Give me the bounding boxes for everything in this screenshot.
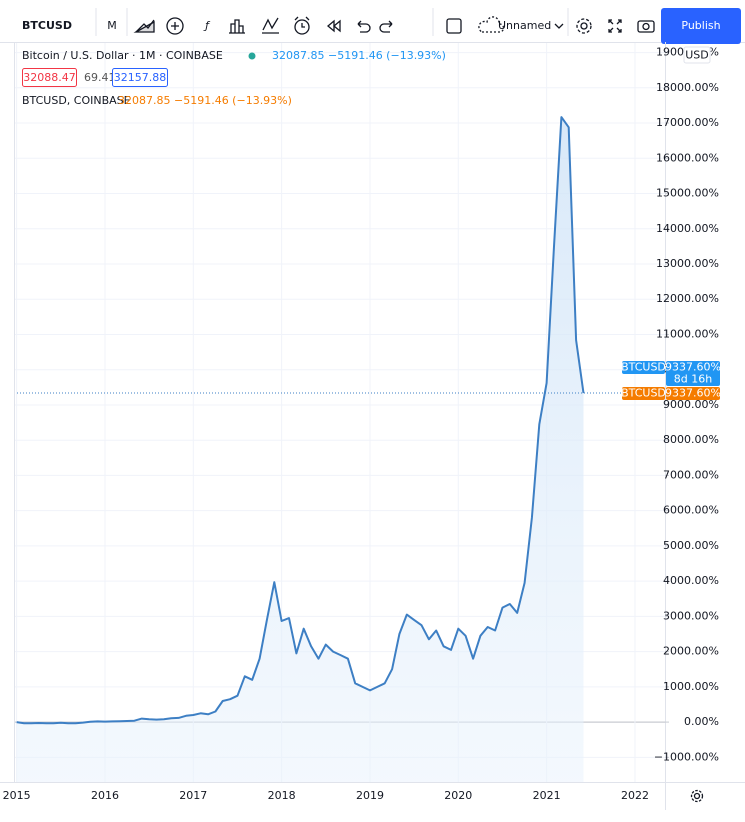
area: [16, 117, 584, 782]
redo-button[interactable]: [379, 20, 393, 33]
y-tick-label: 5000.00%: [663, 539, 719, 552]
ask-box[interactable]: [112, 68, 168, 87]
symbol-badge: [622, 387, 665, 401]
y-tick-label: 8000.00%: [663, 433, 719, 446]
series-legend-change: 32087.85 −5191.46 (−13.93%): [118, 94, 292, 107]
y-tick-label: 16000.00%: [656, 151, 719, 164]
symbol-badge: [622, 361, 665, 375]
snapshot-button[interactable]: [637, 20, 655, 33]
bid: 32088.47: [23, 71, 76, 84]
y-tick-label: 11000.00%: [656, 327, 719, 340]
axes: −1000.00% 0.00% 1000.00% 2000.00% 3000.00% 40…: [3, 46, 719, 802]
publish-label: Publish: [681, 19, 720, 32]
y-tick-label: 3000.00%: [663, 609, 719, 622]
price-badge-value: 9337.60%: [665, 387, 721, 400]
legend-change: 32087.85 −5191.46 (−13.93%): [272, 49, 446, 62]
templates-button[interactable]: [229, 19, 245, 34]
line: [16, 116, 585, 725]
symbol-badge-label: BTCUSD: [621, 387, 666, 400]
currency-badge[interactable]: [683, 46, 711, 64]
y-tick-label: −1000.00%: [654, 750, 719, 763]
undo-button[interactable]: [357, 20, 371, 33]
interval-button[interactable]: M: [107, 19, 117, 32]
x-tick-label: 2021: [533, 789, 561, 802]
cloud-icon: [478, 16, 505, 33]
settings-button[interactable]: [576, 18, 592, 34]
layout-menu[interactable]: [554, 23, 564, 29]
symbol-search[interactable]: BTCUSD: [22, 19, 72, 32]
y-tick-label: 18000.00%: [656, 81, 719, 94]
x-tick-label: 2017: [179, 789, 207, 802]
plot: [14, 116, 665, 782]
ask: 32157.88: [114, 71, 167, 84]
publish-button[interactable]: [661, 8, 741, 44]
countdown: 8d 16h: [674, 373, 712, 386]
y-tick-label: 1000.00%: [663, 680, 719, 693]
y-tick-label: 13000.00%: [656, 257, 719, 270]
x-tick-label: 2022: [621, 789, 649, 802]
y-tick-label: 12000.00%: [656, 292, 719, 305]
y-tick-label: 6000.00%: [663, 504, 719, 517]
bid-box[interactable]: [22, 68, 77, 87]
chart-style-button[interactable]: [133, 19, 155, 33]
y-tick-label: 2000.00%: [663, 645, 719, 658]
legend: Bitcoin / U.S. Dollar · 1M · COINBASE 32…: [22, 49, 446, 107]
market-status: [248, 52, 256, 60]
indicators-button[interactable]: [166, 17, 184, 35]
alert-button[interactable]: [294, 16, 310, 35]
series-legend-name: BTCUSD, COINBASE: [22, 94, 131, 107]
spread: 69.41: [84, 71, 116, 84]
toolbar: BTCUSD M ƒ Unnamed Publish: [0, 0, 745, 44]
x-tick-label: 2018: [268, 789, 296, 802]
y-tick-label: 4000.00%: [663, 574, 719, 587]
price-badge: [666, 361, 720, 387]
replay-button[interactable]: [326, 19, 341, 33]
time-axis-settings[interactable]: [690, 789, 704, 803]
compare-button[interactable]: [262, 17, 279, 34]
y-tick-label: 7000.00%: [663, 468, 719, 481]
x-tick-label: 2020: [444, 789, 472, 802]
x-tick-label: 2019: [356, 789, 384, 802]
price-badge-value: 9337.60%: [665, 361, 721, 374]
select-layout-button[interactable]: [446, 18, 462, 34]
y-tick-label: 0.00%: [684, 715, 719, 728]
y-tick-label: 14000.00%: [656, 222, 719, 235]
y-tick-label: 15000.00%: [656, 187, 719, 200]
price-badge: [666, 387, 720, 401]
layout-name[interactable]: Unnamed: [498, 19, 551, 32]
y-tick-label: 17000.00%: [656, 116, 719, 129]
symbol-badge-label: BTCUSD: [621, 361, 666, 374]
currency: USD: [685, 49, 709, 62]
y-tick-label: 9000.00%: [663, 398, 719, 411]
x-tick-label: 2015: [3, 789, 31, 802]
fullscreen-button[interactable]: [608, 19, 622, 33]
fx-button[interactable]: ƒ: [203, 19, 211, 32]
legend-title: Bitcoin / U.S. Dollar · 1M · COINBASE: [22, 49, 223, 62]
x-tick-label: 2016: [91, 789, 119, 802]
